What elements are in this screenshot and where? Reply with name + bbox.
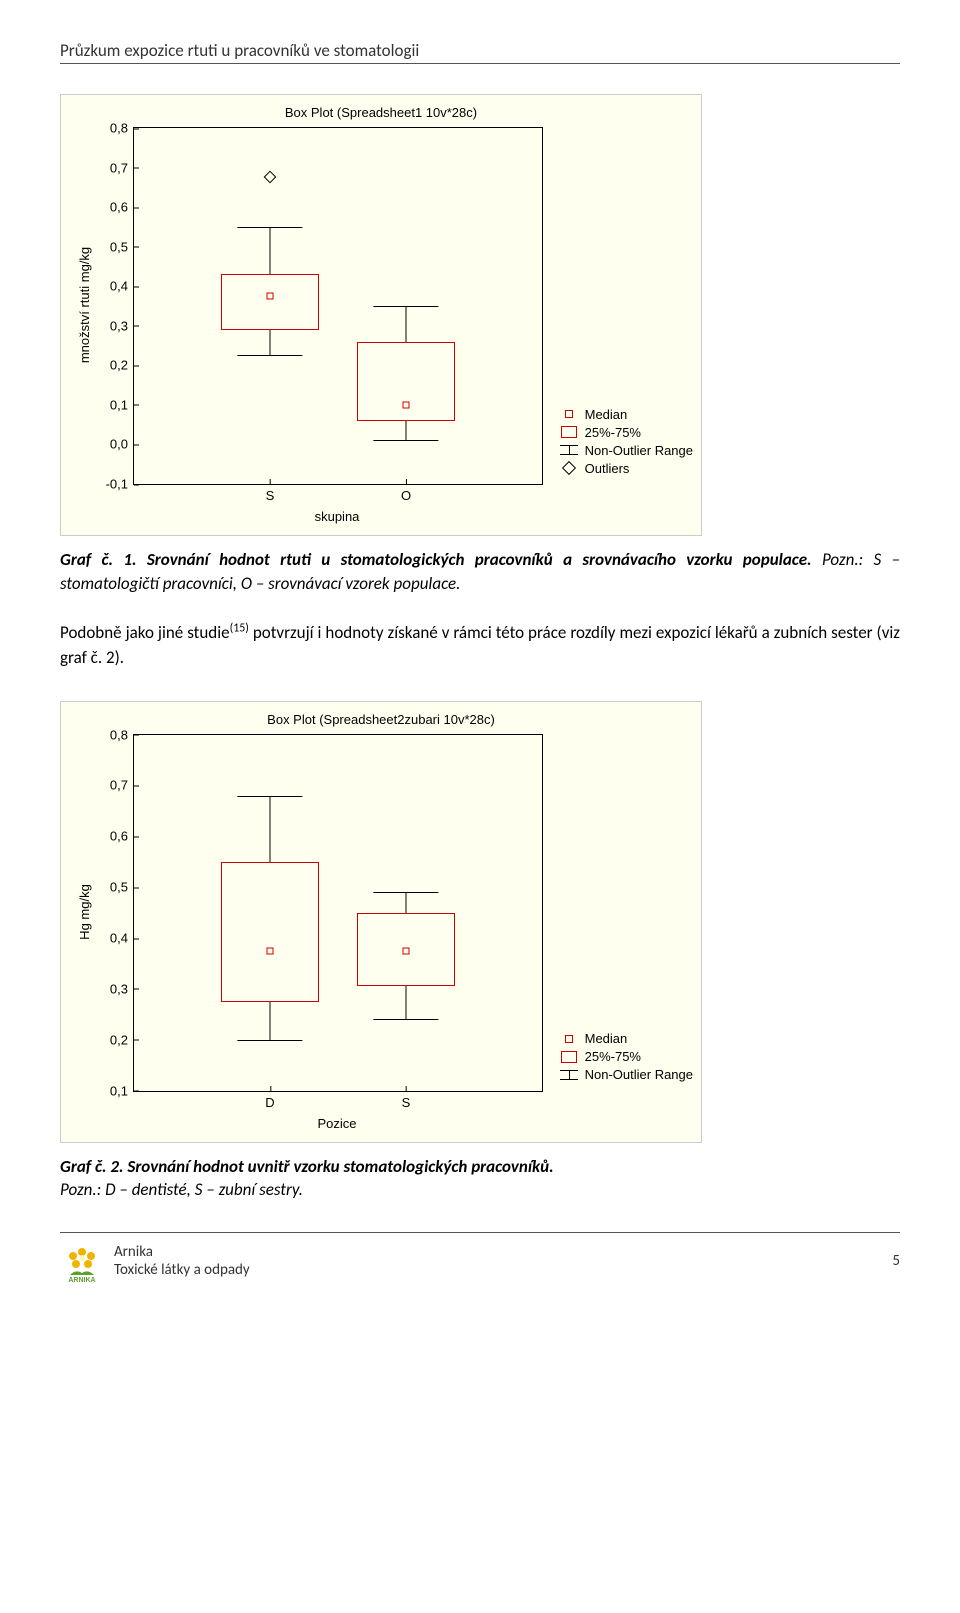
y-tick-label: 0,2 — [110, 358, 134, 373]
y-tick-label: 0,2 — [110, 1032, 134, 1047]
page-header: Průzkum expozice rtuti u pracovníků ve s… — [60, 40, 900, 64]
footer-org: Arnika — [114, 1243, 250, 1261]
y-tick-label: 0,6 — [110, 200, 134, 215]
y-tick-label: 0,4 — [110, 931, 134, 946]
y-tick-label: 0,5 — [110, 239, 134, 254]
x-tick-label: D — [265, 1091, 274, 1110]
y-tick-label: 0,5 — [110, 880, 134, 895]
chart2-title: Box Plot (Spreadsheet2zubari 10v*28c) — [61, 712, 701, 727]
whisker — [270, 330, 271, 356]
legend-label: Median — [585, 407, 628, 422]
whisker — [270, 796, 271, 862]
legend-label: 25%-75% — [585, 1049, 641, 1064]
box — [221, 274, 319, 329]
y-tick-label: 0,7 — [110, 778, 134, 793]
caption-1: Graf č. 1. Srovnání hodnot rtuti u stoma… — [60, 548, 900, 596]
x-tick-label: S — [266, 484, 275, 503]
x-tick-label: O — [401, 484, 411, 503]
boxplot-chart-2: Box Plot (Spreadsheet2zubari 10v*28c) 0,… — [60, 701, 702, 1143]
median-marker — [403, 947, 410, 954]
x-axis-label: skupina — [315, 509, 360, 524]
caption1-bold: Srovnání hodnot rtuti u stomatologických… — [147, 549, 812, 570]
legend: Median 25%-75% Non-Outlier Range Outliers — [557, 405, 693, 477]
caption2-label: Graf č. 2. — [60, 1156, 124, 1177]
arnika-logo-icon: ARNIKA — [60, 1239, 104, 1283]
legend-symbol-whisker — [557, 1070, 581, 1080]
whisker-cap — [373, 306, 438, 307]
page-number: 5 — [892, 1252, 900, 1270]
whisker-cap — [373, 892, 438, 893]
legend-symbol-median — [557, 410, 581, 418]
plot-area: 0,10,20,30,40,50,60,70,8DS — [133, 734, 543, 1092]
whisker-cap — [237, 355, 302, 356]
caption2-note: Pozn.: D – dentisté, S – zubní sestry. — [60, 1179, 303, 1200]
legend-label: Non-Outlier Range — [585, 443, 693, 458]
y-tick-label: 0,3 — [110, 318, 134, 333]
whisker-cap — [373, 1019, 438, 1020]
x-tick-label: S — [402, 1091, 411, 1110]
legend-row: Non-Outlier Range — [557, 1066, 693, 1084]
whisker — [270, 227, 271, 274]
y-tick-label: 0,4 — [110, 279, 134, 294]
legend-symbol-box — [557, 1051, 581, 1063]
legend-symbol-whisker — [557, 445, 581, 455]
y-tick-label: 0,3 — [110, 981, 134, 996]
boxplot-chart-1: Box Plot (Spreadsheet1 10v*28c) -0,10,00… — [60, 94, 702, 536]
median-marker — [403, 401, 410, 408]
box — [357, 342, 455, 421]
legend-row: Median — [557, 1030, 693, 1048]
whisker — [406, 421, 407, 441]
body-paragraph: Podobně jako jiné studie(15) potvrzují i… — [60, 620, 900, 671]
plot-area: -0,10,00,10,20,30,40,50,60,70,8SO — [133, 127, 543, 485]
caption2-bold: Srovnání hodnot uvnitř vzorku stomatolog… — [127, 1156, 553, 1177]
y-tick-label: 0,1 — [110, 1083, 134, 1098]
whisker-cap — [237, 227, 302, 228]
legend-symbol-outlier — [557, 463, 581, 473]
chart1-title: Box Plot (Spreadsheet1 10v*28c) — [61, 105, 701, 120]
page-footer: ARNIKA Arnika Toxické látky a odpady 5 — [60, 1232, 900, 1283]
y-axis-label: Hg mg/kg — [77, 884, 92, 940]
legend-row: 25%-75% — [557, 1048, 693, 1066]
footer-left: ARNIKA Arnika Toxické látky a odpady — [60, 1239, 250, 1283]
whisker-cap — [373, 440, 438, 441]
legend-row: Outliers — [557, 459, 693, 477]
y-axis-label: množství rtuti mg/kg — [77, 247, 92, 363]
legend-label: 25%-75% — [585, 425, 641, 440]
legend: Median 25%-75% Non-Outlier Range — [557, 1030, 693, 1084]
legend-row: Non-Outlier Range — [557, 441, 693, 459]
y-tick-label: 0,8 — [110, 727, 134, 742]
legend-symbol-median — [557, 1035, 581, 1043]
svg-text:ARNIKA: ARNIKA — [68, 1277, 95, 1283]
caption1-label: Graf č. 1. — [60, 549, 137, 570]
body-sup: (15) — [230, 621, 249, 635]
legend-label: Non-Outlier Range — [585, 1067, 693, 1082]
box — [221, 862, 319, 1002]
y-tick-label: 0,0 — [110, 437, 134, 452]
whisker — [406, 306, 407, 342]
legend-label: Outliers — [585, 461, 630, 476]
legend-symbol-box — [557, 426, 581, 438]
body-before-sup: Podobně jako jiné studie — [60, 622, 230, 643]
y-tick-label: 0,7 — [110, 160, 134, 175]
whisker-cap — [237, 1040, 302, 1041]
legend-row: Median — [557, 405, 693, 423]
median-marker — [267, 293, 274, 300]
x-axis-label: Pozice — [317, 1116, 356, 1131]
outlier-marker — [264, 171, 277, 184]
whisker — [270, 1002, 271, 1040]
header-title: Průzkum expozice rtuti u pracovníků ve s… — [60, 40, 419, 61]
whisker — [406, 986, 407, 1019]
caption-2: Graf č. 2. Srovnání hodnot uvnitř vzorku… — [60, 1155, 900, 1203]
footer-text-block: Arnika Toxické látky a odpady — [114, 1243, 250, 1279]
whisker-cap — [237, 796, 302, 797]
median-marker — [267, 947, 274, 954]
whisker — [406, 892, 407, 912]
legend-row: 25%-75% — [557, 423, 693, 441]
y-tick-label: 0,1 — [110, 397, 134, 412]
y-tick-label: 0,8 — [110, 121, 134, 136]
y-tick-label: 0,6 — [110, 829, 134, 844]
footer-program: Toxické látky a odpady — [114, 1261, 250, 1279]
y-tick-label: -0,1 — [106, 477, 134, 492]
legend-label: Median — [585, 1031, 628, 1046]
